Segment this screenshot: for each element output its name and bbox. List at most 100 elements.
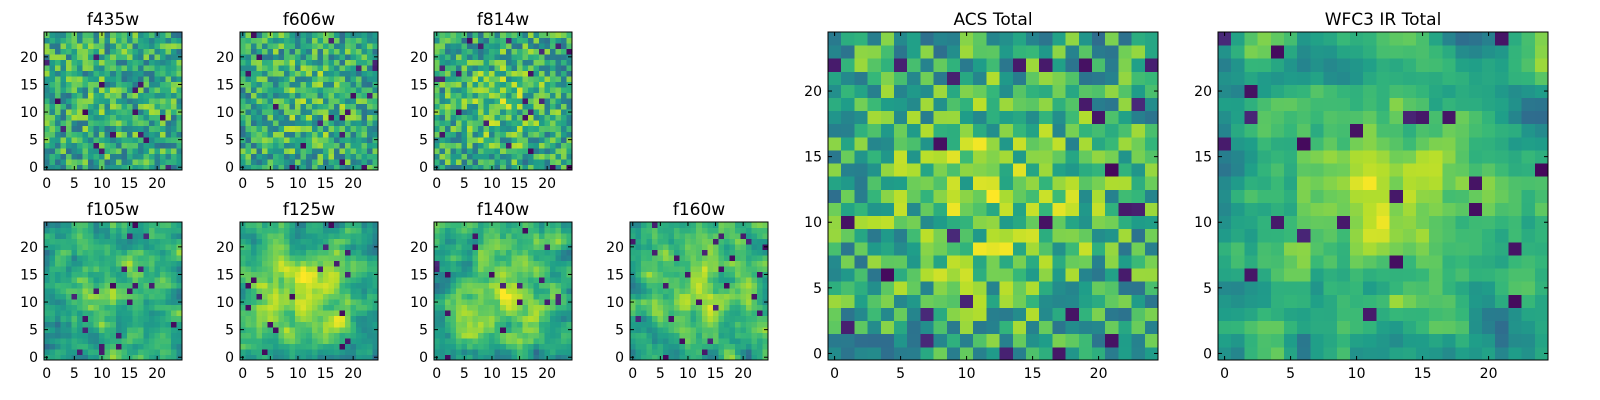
heatmap-cell bbox=[880, 281, 895, 295]
heatmap-cell bbox=[165, 293, 172, 300]
heatmap-cell bbox=[317, 142, 324, 149]
heatmap-cell bbox=[154, 114, 161, 121]
heatmap-cell bbox=[88, 32, 95, 38]
heatmap-cell bbox=[245, 125, 252, 132]
heatmap-cell bbox=[300, 249, 307, 256]
heatmap-cell bbox=[696, 244, 703, 250]
heatmap-cell bbox=[516, 227, 523, 234]
heatmap-cell bbox=[740, 326, 747, 333]
heatmap-cell bbox=[489, 147, 496, 154]
heatmap-cell bbox=[439, 147, 446, 154]
heatmap-cell bbox=[533, 293, 540, 300]
heatmap-cell bbox=[538, 288, 545, 295]
heatmap-cell bbox=[300, 43, 307, 49]
heatmap-cell bbox=[522, 277, 529, 284]
heatmap-cell bbox=[690, 288, 697, 295]
heatmap-cell bbox=[361, 233, 368, 239]
heatmap-cell bbox=[841, 333, 855, 348]
heatmap-cell bbox=[256, 164, 263, 171]
heatmap-cell bbox=[311, 315, 318, 322]
heatmap-cell bbox=[322, 326, 329, 333]
heatmap-cell bbox=[159, 32, 166, 38]
heatmap-cell bbox=[549, 136, 556, 143]
heatmap-cell bbox=[322, 76, 329, 83]
heatmap-cell bbox=[472, 87, 479, 94]
heatmap-cell bbox=[1092, 268, 1106, 282]
heatmap-cell bbox=[960, 241, 974, 256]
heatmap-cell bbox=[300, 310, 307, 317]
heatmap-cell bbox=[55, 233, 61, 239]
heatmap-cell bbox=[445, 142, 451, 149]
heatmap-cell bbox=[372, 131, 379, 138]
heatmap-cell bbox=[511, 120, 518, 127]
heatmap-cell bbox=[104, 337, 111, 344]
heatmap-cell bbox=[1065, 215, 1080, 230]
heatmap-cell bbox=[110, 315, 117, 322]
heatmap-cell bbox=[126, 255, 133, 262]
heatmap-cell bbox=[894, 346, 908, 361]
heatmap-cell bbox=[66, 271, 72, 278]
heatmap-cell bbox=[60, 65, 67, 72]
heatmap-cell bbox=[350, 158, 357, 165]
heatmap-cell bbox=[267, 87, 274, 94]
heatmap-cell bbox=[933, 255, 948, 269]
heatmap-cell bbox=[652, 337, 658, 344]
heatmap-cell bbox=[284, 120, 291, 127]
x-tick-label: 20 bbox=[344, 366, 362, 382]
heatmap-cell bbox=[273, 310, 280, 317]
heatmap-cell bbox=[322, 37, 329, 44]
heatmap-cell bbox=[267, 142, 274, 149]
heatmap-cell bbox=[478, 348, 485, 355]
heatmap-cell bbox=[500, 98, 507, 105]
heatmap-cell bbox=[344, 354, 351, 361]
heatmap-cell bbox=[93, 348, 100, 355]
heatmap-cell bbox=[701, 271, 708, 278]
heatmap-cell bbox=[500, 59, 507, 66]
heatmap-cell bbox=[456, 299, 462, 306]
heatmap-cell bbox=[317, 70, 324, 77]
heatmap-cell bbox=[450, 277, 457, 284]
heatmap-cell bbox=[635, 238, 642, 245]
heatmap-cell bbox=[88, 304, 95, 311]
heatmap-cell bbox=[745, 304, 752, 311]
heatmap-cell bbox=[511, 277, 518, 284]
heatmap-cell bbox=[751, 310, 758, 317]
heatmap-cell bbox=[339, 293, 346, 300]
heatmap-cell bbox=[828, 241, 842, 256]
heatmap-cell bbox=[740, 332, 747, 339]
heatmap-cell bbox=[712, 266, 719, 273]
heatmap-cell bbox=[841, 307, 855, 322]
heatmap-cell bbox=[361, 103, 368, 110]
heatmap-cell bbox=[165, 98, 172, 105]
heatmap-cell bbox=[306, 271, 313, 278]
heatmap-cell bbox=[267, 92, 274, 99]
heatmap-cell bbox=[115, 92, 122, 99]
heatmap-cell bbox=[88, 249, 95, 256]
heatmap-cell bbox=[516, 337, 523, 344]
panel-title: f160w bbox=[673, 200, 725, 220]
heatmap-cell bbox=[920, 294, 934, 308]
heatmap-cell bbox=[344, 142, 351, 149]
heatmap-cell bbox=[170, 288, 177, 295]
heatmap-cell bbox=[652, 271, 658, 278]
heatmap-cell bbox=[132, 222, 139, 228]
heatmap-cell bbox=[278, 43, 285, 49]
heatmap-cell bbox=[295, 277, 302, 284]
heatmap-cell bbox=[500, 76, 507, 83]
heatmap-cell bbox=[445, 153, 451, 160]
heatmap-cell bbox=[240, 304, 246, 311]
heatmap-cell bbox=[148, 87, 155, 94]
heatmap-cell bbox=[701, 304, 708, 311]
heatmap-cell bbox=[533, 48, 540, 55]
y-tick-label: 0 bbox=[419, 350, 428, 366]
heatmap-cell bbox=[1039, 241, 1053, 256]
heatmap-cell bbox=[99, 103, 106, 110]
heatmap-cell bbox=[489, 315, 496, 322]
heatmap-cell bbox=[115, 70, 122, 77]
heatmap-cell bbox=[170, 158, 177, 165]
heatmap-cell bbox=[132, 98, 139, 105]
heatmap-cell bbox=[55, 32, 61, 38]
heatmap-cell bbox=[439, 244, 446, 250]
heatmap-cell bbox=[505, 332, 512, 339]
heatmap-cell bbox=[560, 153, 567, 160]
